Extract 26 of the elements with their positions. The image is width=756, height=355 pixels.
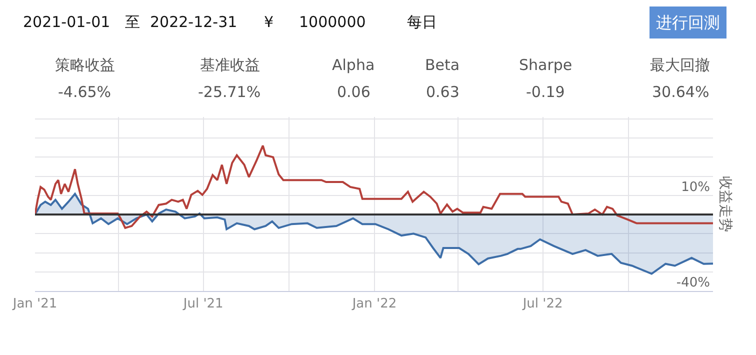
text: 30.64% xyxy=(652,83,710,101)
text: 0.63 xyxy=(426,83,460,101)
text: Beta xyxy=(425,56,460,74)
x-tick-label: Jan '22 xyxy=(351,296,397,312)
text: 进行回测 xyxy=(656,13,720,32)
text: Sharpe xyxy=(519,56,572,74)
text: -25.71% xyxy=(198,83,261,101)
y-axis-title: 收益走势 xyxy=(716,176,733,232)
text: ¥ xyxy=(264,13,274,31)
text: 最大回撤 xyxy=(650,56,710,74)
text: 2021-01-01 xyxy=(23,13,110,31)
y-tick-label: -40% xyxy=(676,275,710,290)
text: -4.65% xyxy=(58,83,112,101)
text: 基准收益 xyxy=(200,56,260,74)
text: 每日 xyxy=(407,13,437,31)
text: Alpha xyxy=(332,56,375,74)
x-tick-label: Jan '21 xyxy=(12,296,58,312)
text: 至 xyxy=(125,13,140,31)
text: 0.06 xyxy=(337,83,370,101)
x-tick-label: Jul '21 xyxy=(182,296,224,312)
x-tick-label: Jul '22 xyxy=(522,296,563,312)
text: -0.19 xyxy=(526,83,565,101)
text: 策略收益 xyxy=(55,56,115,74)
y-tick-label: 10% xyxy=(681,180,710,195)
text: 2022-12-31 xyxy=(150,13,238,31)
text: 1000000 xyxy=(299,13,366,31)
